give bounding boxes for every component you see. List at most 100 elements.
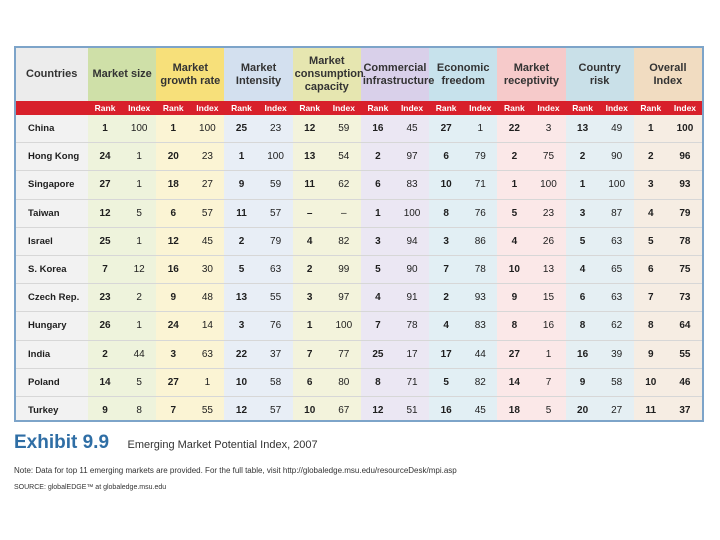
rank-cell: 16 bbox=[360, 115, 395, 144]
rank-cell: 4 bbox=[292, 227, 327, 256]
rank-cell: 1 bbox=[88, 115, 123, 144]
index-cell: 93 bbox=[463, 283, 498, 313]
index-cell: 3 bbox=[531, 115, 566, 144]
rank-cell: 22 bbox=[224, 340, 259, 369]
rank-cell: 7 bbox=[633, 283, 668, 313]
exhibit-subtitle: Emerging Market Potential Index, 2007 bbox=[127, 439, 318, 451]
index-cell: 100 bbox=[394, 199, 430, 228]
rank-cell: 2 bbox=[292, 255, 327, 285]
index-cell: 1 bbox=[122, 227, 157, 256]
index-cell: 1 bbox=[531, 340, 566, 369]
rank-cell: 12 bbox=[360, 396, 395, 420]
index-cell: 45 bbox=[463, 396, 498, 420]
rank-cell: 12 bbox=[156, 227, 191, 256]
rank-cell: 7 bbox=[292, 340, 327, 369]
index-cell: 57 bbox=[258, 199, 293, 228]
index-cell: 90 bbox=[599, 142, 634, 172]
index-cell: 5 bbox=[122, 368, 157, 397]
rank-cell: 13 bbox=[565, 115, 600, 144]
rank-subheader: Rank bbox=[292, 101, 327, 115]
rank-cell: 10 bbox=[292, 396, 327, 420]
index-cell: 67 bbox=[326, 396, 361, 420]
rank-cell: 27 bbox=[429, 115, 464, 144]
rank-cell: 2 bbox=[88, 340, 123, 369]
rank-cell: 1 bbox=[156, 115, 191, 144]
index-cell: 63 bbox=[190, 340, 225, 369]
rank-cell: 20 bbox=[565, 396, 600, 420]
rank-cell: 4 bbox=[360, 283, 395, 313]
index-cell: 27 bbox=[599, 396, 634, 420]
rank-subheader: Rank bbox=[224, 101, 259, 115]
index-cell: 65 bbox=[599, 255, 634, 285]
rank-cell: 5 bbox=[360, 255, 395, 285]
rank-subheader: Rank bbox=[88, 101, 123, 115]
rank-cell: 13 bbox=[224, 283, 259, 313]
index-cell: 15 bbox=[531, 283, 566, 313]
index-cell: 55 bbox=[667, 340, 702, 369]
rank-cell: 2 bbox=[497, 142, 532, 172]
table-row: India 2 44 3 63 22 37 7 77 25 17 17 44 27 1 16 39 9 55 bbox=[16, 340, 702, 369]
index-cell: 37 bbox=[258, 340, 293, 369]
rank-cell: 12 bbox=[88, 199, 123, 228]
index-cell: 73 bbox=[667, 283, 702, 313]
country-cell: Hong Kong bbox=[16, 142, 88, 172]
index-subheader: Index bbox=[394, 101, 430, 115]
index-cell: 100 bbox=[531, 170, 566, 200]
subheader-row: Rank Index Rank Index Rank Index Rank Index … bbox=[16, 101, 702, 115]
country-cell: Czech Rep. bbox=[16, 283, 88, 313]
rank-cell: 10 bbox=[429, 170, 464, 200]
rank-cell: 20 bbox=[156, 142, 191, 172]
index-cell: 83 bbox=[394, 170, 430, 200]
exhibit-caption: Exhibit 9.9 Emerging Market Potential In… bbox=[14, 432, 704, 454]
rank-cell: 4 bbox=[565, 255, 600, 285]
index-cell: 51 bbox=[394, 396, 430, 420]
rank-cell: 3 bbox=[292, 283, 327, 313]
index-cell: 63 bbox=[258, 255, 293, 285]
rank-cell: 11 bbox=[224, 199, 259, 228]
rank-cell: 5 bbox=[633, 227, 668, 256]
countries-header: Countries bbox=[16, 48, 88, 101]
rank-cell: 2 bbox=[633, 142, 668, 172]
index-cell: 48 bbox=[190, 283, 225, 313]
index-cell: 44 bbox=[463, 340, 498, 369]
table-source: SOURCE: globalEDGE™ at globaledge.msu.ed… bbox=[14, 484, 167, 491]
rank-cell: 14 bbox=[497, 368, 532, 397]
index-cell: 97 bbox=[394, 142, 430, 172]
market-potential-table: Countries Market size Market growth rate… bbox=[16, 48, 702, 420]
country-cell: Hungary bbox=[16, 311, 88, 341]
index-cell: 58 bbox=[258, 368, 293, 397]
index-cell: 17 bbox=[394, 340, 430, 369]
index-cell: 54 bbox=[326, 142, 361, 172]
index-cell: 78 bbox=[463, 255, 498, 285]
rank-cell: 12 bbox=[292, 115, 327, 144]
index-subheader: Index bbox=[122, 101, 157, 115]
market-intensity-header: Market Intensity bbox=[224, 48, 293, 101]
index-cell: 75 bbox=[531, 142, 566, 172]
rank-cell: 3 bbox=[156, 340, 191, 369]
country-cell: Singapore bbox=[16, 170, 88, 200]
index-cell: 63 bbox=[599, 283, 634, 313]
table-row: China 1 100 1 100 25 23 12 59 16 45 27 1 22 3 13 49 1 100 bbox=[16, 115, 702, 144]
table-body: China 1 100 1 100 25 23 12 59 16 45 27 1 22 3 13 49 1 100 H… bbox=[16, 115, 702, 420]
rank-cell: 23 bbox=[88, 283, 123, 313]
index-cell: 100 bbox=[258, 142, 293, 172]
rank-cell: 11 bbox=[633, 396, 668, 420]
index-cell: 78 bbox=[394, 311, 430, 341]
index-cell: 78 bbox=[667, 227, 702, 256]
rank-cell: 27 bbox=[497, 340, 532, 369]
index-cell: 100 bbox=[599, 170, 634, 200]
country-cell: Poland bbox=[16, 368, 88, 397]
index-cell: 58 bbox=[599, 368, 634, 397]
rank-cell: 11 bbox=[292, 170, 327, 200]
table-row: Czech Rep. 23 2 9 48 13 55 3 97 4 91 2 93 9 15 6 63 7 73 bbox=[16, 283, 702, 313]
rank-cell: 4 bbox=[497, 227, 532, 256]
index-cell: 80 bbox=[326, 368, 361, 397]
rank-cell: 3 bbox=[429, 227, 464, 256]
rank-cell: 13 bbox=[292, 142, 327, 172]
rank-cell: 8 bbox=[633, 311, 668, 341]
rank-cell: 6 bbox=[429, 142, 464, 172]
rank-cell: 10 bbox=[633, 368, 668, 397]
rank-subheader: Rank bbox=[497, 101, 532, 115]
index-cell: 71 bbox=[394, 368, 430, 397]
table-note: Note: Data for top 11 emerging markets a… bbox=[14, 466, 457, 475]
